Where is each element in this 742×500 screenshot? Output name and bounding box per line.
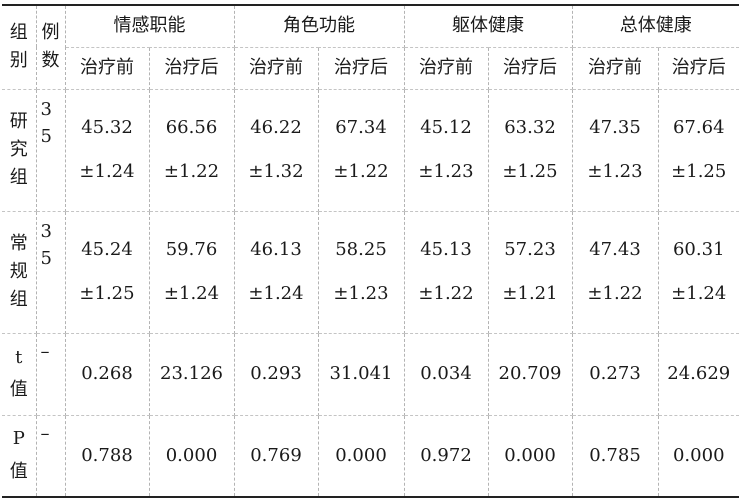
value-cell: 0.000 (317, 414, 405, 498)
value-cell: 0.000 (657, 414, 739, 498)
value-cell: 59.76 ±1.24 (148, 210, 235, 334)
row-name-cell: P 值 (2, 414, 37, 498)
value-cell: 58.25 ±1.23 (317, 210, 405, 334)
row-count-cell: 3 5 (35, 88, 66, 212)
value-cell: 47.35 ±1.23 (571, 88, 659, 212)
value-cell: 66.56 ±1.22 (148, 88, 235, 212)
sub-header-after: 治疗后 (487, 46, 573, 90)
row-count: 3 5 (40, 220, 52, 270)
sub-header-before: 治疗前 (571, 46, 659, 90)
header-row-groups: 组 别 例 数 情感职能 角色功能 躯体健康 总体健康 (2, 4, 739, 90)
row-count-cell: – (35, 332, 66, 416)
value-cell: 60.31 ±1.24 (657, 210, 739, 334)
row-count-cell: – (35, 414, 66, 498)
value-cell: 46.22 ±1.32 (233, 88, 319, 212)
group-header-label: 组 别 (9, 22, 28, 72)
table-row: P 值 – 0.788 0.000 0.769 0.000 0.972 0.00… (2, 414, 739, 498)
table-row: 研 究 组 3 5 45.32 ±1.24 66.56 ±1.22 46.22 ±1.… (2, 88, 739, 212)
value-cell: 0.000 (148, 414, 235, 498)
value-cell: 47.43 ±1.22 (571, 210, 659, 334)
value-cell: 67.34 ±1.22 (317, 88, 405, 212)
row-name-cell: t 值 (2, 332, 37, 416)
sub-header-before: 治疗前 (233, 46, 319, 90)
value-cell: 46.13 ±1.24 (233, 210, 319, 334)
comparison-table: 组 别 例 数 情感职能 角色功能 躯体健康 总体健康 治疗前 治疗后 治疗前 … (2, 4, 739, 498)
value-cell: 0.788 (64, 414, 150, 498)
value-cell: 63.32 ±1.25 (487, 88, 573, 212)
value-cell: 45.13 ±1.22 (403, 210, 489, 334)
value-cell: 45.24 ±1.25 (64, 210, 150, 334)
count-header-cell: 例 数 (35, 4, 66, 90)
value-cell: 0.000 (487, 414, 573, 498)
header-physical-health: 躯体健康 (403, 4, 573, 48)
value-cell: 0.034 (403, 332, 489, 416)
value-cell: 57.23 ±1.21 (487, 210, 573, 334)
row-count: – (40, 340, 50, 362)
value-cell: 0.769 (233, 414, 319, 498)
value-cell: 0.293 (233, 332, 319, 416)
row-count: – (40, 422, 50, 444)
value-cell: 45.12 ±1.23 (403, 88, 489, 212)
row-name: 常 规 组 (9, 233, 28, 310)
header-row-subs: 治疗前 治疗后 治疗前 治疗后 治疗前 治疗后 治疗前 治疗后 (2, 46, 739, 90)
value-cell: 23.126 (148, 332, 235, 416)
group-header-cell: 组 别 (2, 4, 37, 90)
count-header-label: 例 数 (41, 22, 60, 72)
row-name-cell: 研 究 组 (2, 88, 37, 212)
sub-header-before: 治疗前 (403, 46, 489, 90)
sub-header-before: 治疗前 (64, 46, 150, 90)
value-cell: 45.32 ±1.24 (64, 88, 150, 212)
table-row: t 值 – 0.268 23.126 0.293 31.041 0.034 20… (2, 332, 739, 416)
row-count: 3 5 (40, 98, 52, 148)
sub-header-after: 治疗后 (148, 46, 235, 90)
value-cell: 20.709 (487, 332, 573, 416)
sub-header-after: 治疗后 (317, 46, 405, 90)
value-cell: 0.268 (64, 332, 150, 416)
value-cell: 0.273 (571, 332, 659, 416)
header-emotional-role: 情感职能 (64, 4, 235, 48)
row-name-cell: 常 规 组 (2, 210, 37, 334)
table-row: 常 规 组 3 5 45.24 ±1.25 59.76 ±1.24 46.13 ±1.… (2, 210, 739, 334)
row-count-cell: 3 5 (35, 210, 66, 334)
value-cell: 0.785 (571, 414, 659, 498)
row-name: 研 究 组 (9, 111, 28, 188)
value-cell: 0.972 (403, 414, 489, 498)
value-cell: 67.64 ±1.25 (657, 88, 739, 212)
sub-header-after: 治疗后 (657, 46, 739, 90)
header-role-function: 角色功能 (233, 4, 405, 48)
value-cell: 24.629 (657, 332, 739, 416)
row-name: t 值 (9, 346, 28, 400)
header-general-health: 总体健康 (571, 4, 739, 48)
value-cell: 31.041 (317, 332, 405, 416)
row-name: P 值 (9, 428, 28, 482)
